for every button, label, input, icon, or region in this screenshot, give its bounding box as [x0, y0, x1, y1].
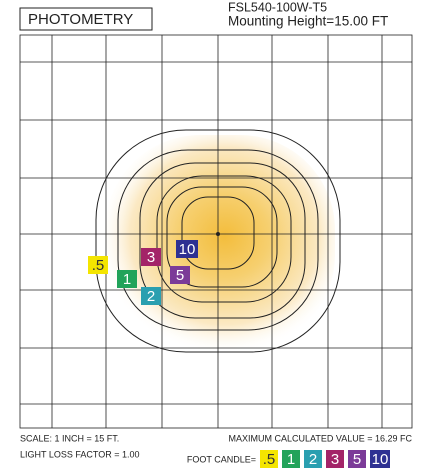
contour-label: 3 [147, 249, 155, 266]
contour-label: 2 [147, 288, 155, 305]
contour-label-box [176, 240, 198, 258]
contour-label: 1 [287, 451, 295, 468]
contour-label-box [117, 270, 137, 288]
scale: SCALE: 1 INCH = 15 FT. [20, 433, 119, 443]
title: PHOTOMETRY [28, 11, 133, 28]
contour-label-box [326, 450, 344, 468]
max-value: MAXIMUM CALCULATED VALUE = 16.29 FC [229, 433, 413, 443]
mounting-height: Mounting Height=15.00 FT [228, 14, 388, 29]
contour-label: .5 [263, 451, 276, 468]
fixture [216, 232, 220, 236]
contour-label-box [348, 450, 366, 468]
contour-label: 1 [123, 271, 131, 288]
contour-label-box [88, 256, 108, 274]
title-box [19, 7, 153, 31]
grid [19, 34, 413, 429]
contour-label: 10 [179, 241, 196, 258]
contour-label: 5 [176, 267, 184, 284]
model: FSL540-100W-T5 [228, 0, 327, 14]
contour-label-box [141, 287, 161, 305]
legend-title: FOOT CANDLE= [187, 454, 256, 464]
contour-label: 2 [309, 451, 317, 468]
contour-label-box [282, 450, 300, 468]
contour-label: 10 [372, 451, 389, 468]
contour-label-box [141, 248, 161, 266]
contours [95, 129, 341, 353]
contour-label: 3 [331, 451, 339, 468]
contour-label: .5 [92, 257, 105, 274]
contour-label: 5 [353, 451, 361, 468]
light-loss: LIGHT LOSS FACTOR = 1.00 [20, 449, 139, 459]
contour-label-box [370, 450, 390, 468]
contour-label-box [304, 450, 322, 468]
contour-label-box [260, 450, 278, 468]
contour-label-box [170, 266, 190, 284]
